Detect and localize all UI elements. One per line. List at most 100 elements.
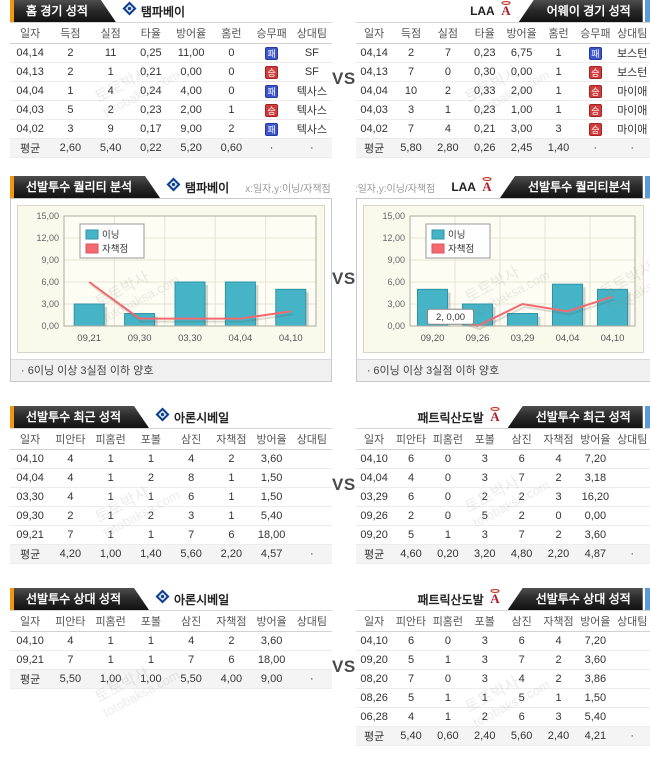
- versus-right-table: 일자 피안타 피홈런 포볼 삼진 자책점 방어율 상대팀 04,10 6 0 3 6 4 7,20 09,20…: [355, 610, 650, 746]
- table-cell: 3: [171, 506, 212, 526]
- table-cell: 0: [429, 631, 467, 651]
- table-cell: 3: [466, 650, 504, 670]
- vs-label: VS: [332, 269, 356, 288]
- table-cell: 03,30: [10, 487, 51, 507]
- quality-chart-left[interactable]: 0,00 3,00 6,00 9,00 12,00 15,00 09,21 09,30 03,3…: [17, 205, 325, 353]
- tampabay-logo: [155, 407, 170, 427]
- table-cell: 1: [130, 650, 171, 670]
- section-quality-analysis: 선발투수 퀄리티 분석 탬파베이 x:일자,y:이닝/자책점 0,00 3,00 6…: [10, 176, 650, 382]
- pitcher-name: 패트릭산도발: [417, 592, 484, 607]
- tab-away-record[interactable]: 어웨이 경기 성적: [518, 0, 643, 22]
- column-header: 승무패: [576, 22, 614, 44]
- tab-versus-left[interactable]: 선발투수 상대 성적: [14, 588, 149, 610]
- table-row: 03,29 6 0 2 2 3 16,20: [355, 487, 650, 507]
- legend-label-innings: 이닝: [102, 230, 119, 241]
- table-cell: 0,26: [466, 138, 504, 158]
- table-cell: 7: [503, 650, 541, 670]
- x-tick-label: 09,26: [465, 333, 489, 344]
- table-cell: 4: [90, 81, 131, 101]
- table-cell: 0,17: [130, 119, 171, 139]
- table-cell: 10: [392, 81, 430, 101]
- y-tick-label: 12,00: [382, 233, 405, 243]
- column-header: 홈런: [211, 22, 252, 44]
- table-cell: [291, 650, 332, 670]
- table-cell: 3,60: [576, 650, 614, 670]
- table-cell: 3: [540, 119, 577, 139]
- table-cell: ·: [613, 138, 650, 158]
- y-tick-label: 15,00: [382, 211, 405, 221]
- table-row: 04,03 3 1 0,23 1,00 1 승 마이애: [355, 100, 650, 120]
- axis-note: x:일자,y:이닝/자책점: [245, 183, 331, 195]
- tab-versus-right[interactable]: 선발투수 상대 성적: [507, 588, 643, 610]
- y-tick-label: 9,00: [41, 255, 59, 265]
- column-header: 타율: [466, 22, 504, 44]
- team-laa: LAA A: [447, 176, 494, 198]
- table-row: 04,10 6 0 3 6 4 7,20: [355, 449, 650, 469]
- tab-recent-left[interactable]: 선발투수 최근 성적: [14, 406, 149, 428]
- chart-tooltip-text: 2, 0,00: [436, 312, 465, 323]
- column-header: 득점: [392, 22, 430, 44]
- column-header: 방어율: [503, 22, 541, 44]
- table-cell: 평균: [10, 669, 51, 689]
- table-cell: 1: [90, 631, 131, 651]
- tab-quality-right[interactable]: 선발투수 퀄리티분석: [499, 176, 643, 198]
- table-cell: [291, 506, 332, 526]
- table-cell: 5,50: [50, 669, 91, 689]
- table-cell: [291, 449, 332, 469]
- table-cell: 06,28: [355, 707, 393, 727]
- column-header: 방어율: [576, 610, 614, 632]
- table-cell: 2: [130, 468, 171, 488]
- tab-quality-left[interactable]: 선발투수 퀄리티 분석: [14, 176, 160, 198]
- table-cell: 2,45: [503, 138, 541, 158]
- table-cell: 2: [466, 707, 504, 727]
- table-cell: 04,04: [10, 468, 51, 488]
- table-cell: 7: [392, 669, 430, 689]
- table-cell: ·: [291, 138, 332, 158]
- table-cell: 8: [171, 468, 212, 488]
- table-cell: 2: [211, 449, 252, 469]
- laa-angels-logo: A: [488, 406, 502, 428]
- vs-label: VS: [332, 69, 356, 88]
- quality-chart-panel-left: 0,00 3,00 6,00 9,00 12,00 15,00 09,21 09,30 03,3…: [10, 198, 332, 382]
- tab-home-record[interactable]: 홈 경기 성적: [14, 0, 116, 22]
- table-cell: 보스턴: [613, 62, 650, 82]
- table-cell: 1,00: [130, 669, 171, 689]
- column-header: 일자: [355, 22, 393, 44]
- table-cell: 4: [50, 468, 91, 488]
- table-cell: 1,40: [130, 544, 171, 564]
- quality-chart-right[interactable]: 0,00 3,00 6,00 9,00 12,00 15,00 09,20 09,26 03,2…: [362, 205, 644, 353]
- tampabay-logo: [122, 1, 137, 21]
- column-header: 피홈런: [429, 428, 467, 450]
- column-header: 일자: [10, 428, 51, 450]
- table-cell: 0: [429, 62, 467, 82]
- column-header: 일자: [355, 610, 393, 632]
- section-pitcher-recent: 선발투수 최근 성적 아론시베일 일자 피안타 피홈런 포볼 삼진 자책점 방어율 상대팀 04…: [10, 406, 650, 564]
- result-cell: 패: [576, 43, 614, 63]
- tab-recent-right[interactable]: 선발투수 최근 성적: [507, 406, 643, 428]
- quality-left-tabbar: 선발투수 퀄리티 분석 탬파베이 x:일자,y:이닝/자책점: [10, 176, 332, 198]
- table-cell: 0: [429, 487, 467, 507]
- table-row: 04,14 2 7 0,23 6,75 1 패 보스턴: [355, 43, 650, 63]
- table-cell: 6: [503, 631, 541, 651]
- table-cell: 4: [540, 631, 577, 651]
- blue-accent-bar: [644, 176, 650, 198]
- x-tick-label: 03,30: [178, 333, 202, 344]
- table-cell: 1,00: [503, 100, 541, 120]
- column-header: 상대팀: [613, 428, 650, 450]
- orange-accent-bar: [10, 588, 14, 610]
- tampabay-logo: [166, 177, 181, 197]
- table-cell: 0: [429, 449, 467, 469]
- table-header-row: 일자 피안타 피홈런 포볼 삼진 자책점 방어율 상대팀: [10, 428, 332, 450]
- earned-runs-line: [88, 281, 291, 320]
- table-cell: 2: [130, 506, 171, 526]
- table-cell: 0: [211, 81, 252, 101]
- table-row: 04,14 2 11 0,25 11,00 0 패 SF: [10, 43, 332, 63]
- section-pitcher-versus: 선발투수 상대 성적 아론시베일 일자 피안타 피홈런 포볼 삼진 자책점 방어율 상대팀 04…: [10, 588, 650, 746]
- table-row: 03,30 4 1 1 6 1 1,50: [10, 487, 332, 507]
- table-cell: 4: [392, 468, 430, 488]
- column-header: 삼진: [171, 610, 212, 632]
- column-header: 피홈런: [90, 428, 131, 450]
- column-header: 상대팀: [291, 22, 332, 44]
- orange-accent-bar: [10, 176, 14, 198]
- recent-left-table: 일자 피안타 피홈런 포볼 삼진 자책점 방어율 상대팀 04,10 4 1 1 4 2 3,60 04,04…: [10, 428, 332, 564]
